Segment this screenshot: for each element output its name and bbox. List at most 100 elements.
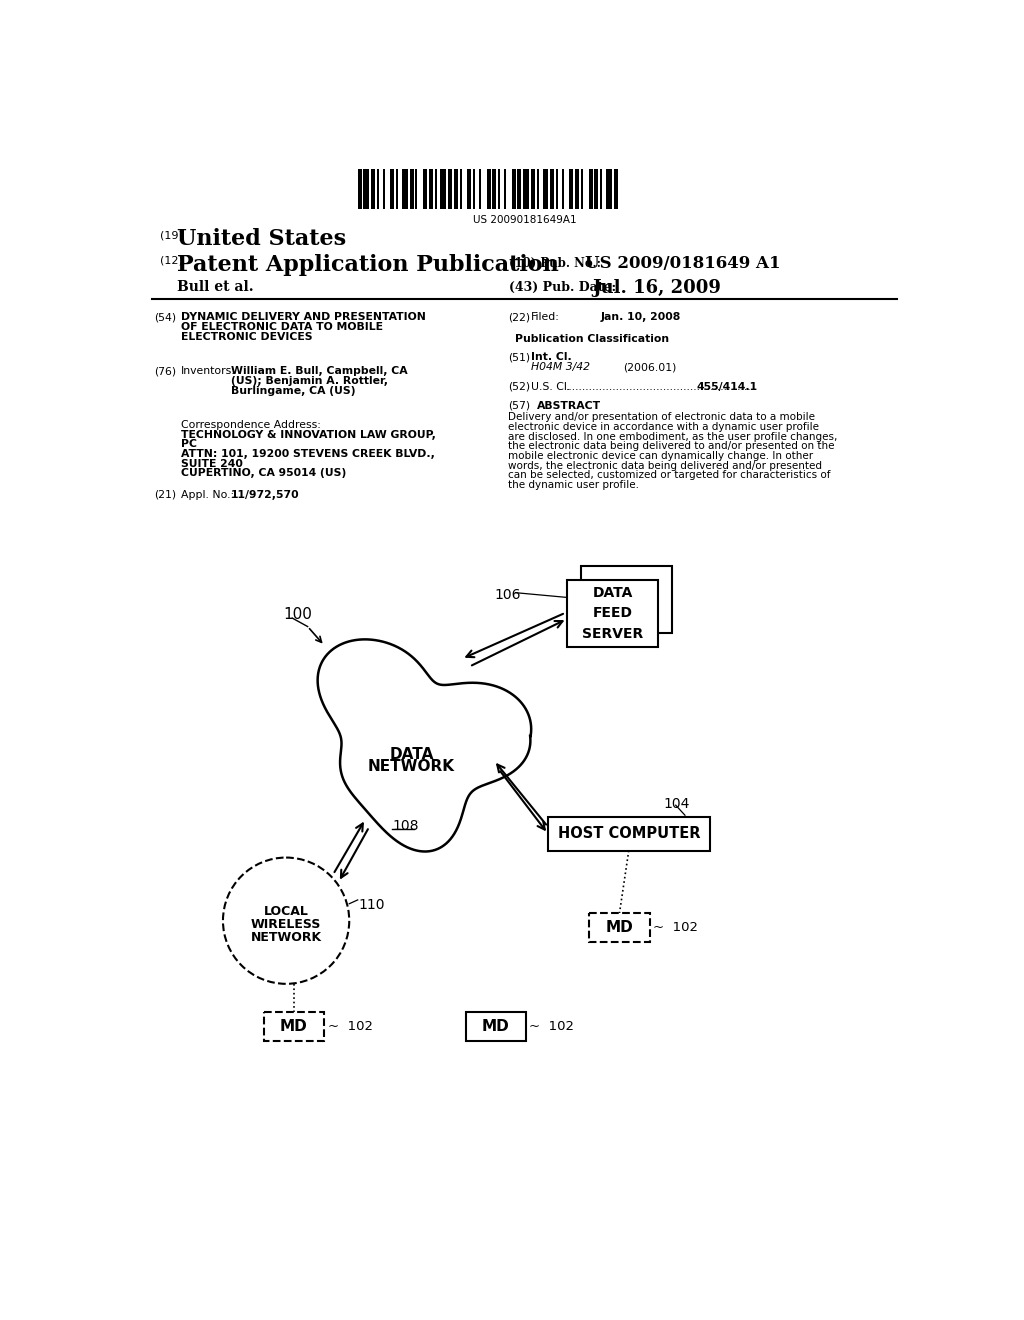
Bar [467, 169, 471, 209]
Bar [575, 169, 580, 209]
Bar [600, 169, 602, 209]
Bar [364, 169, 370, 209]
Text: (43) Pub. Date:: (43) Pub. Date: [509, 281, 616, 294]
Text: U.S. Cl.: U.S. Cl. [531, 381, 570, 392]
Text: can be selected, customized or targeted for characteristics of: can be selected, customized or targeted … [508, 470, 830, 480]
Text: WIRELESS: WIRELESS [251, 917, 322, 931]
Bar [543, 169, 548, 209]
Bar [410, 169, 414, 209]
Bar [435, 169, 436, 209]
Text: mobile electronic device can dynamically change. In other: mobile electronic device can dynamically… [508, 451, 813, 461]
Bar [531, 169, 535, 209]
Text: Int. Cl.: Int. Cl. [531, 352, 571, 363]
Text: (51): (51) [508, 352, 530, 363]
Text: (10) Pub. No.:: (10) Pub. No.: [509, 257, 601, 271]
Text: Delivery and/or presentation of electronic data to a mobile: Delivery and/or presentation of electron… [508, 412, 815, 422]
Text: MD: MD [481, 1019, 509, 1034]
Bar [454, 169, 458, 209]
Text: H04M 3/42: H04M 3/42 [531, 362, 590, 372]
Text: 455/414.1: 455/414.1 [696, 381, 758, 392]
Text: (2006.01): (2006.01) [624, 362, 677, 372]
Text: William E. Bull, Campbell, CA: William E. Bull, Campbell, CA [230, 367, 408, 376]
Text: PC: PC [180, 440, 197, 449]
Text: DATA
FEED
SERVER: DATA FEED SERVER [582, 586, 643, 642]
Bar [383, 169, 385, 209]
Bar [504, 169, 506, 209]
Text: 108: 108 [392, 818, 419, 833]
Text: (US); Benjamin A. Rottler,: (US); Benjamin A. Rottler, [230, 376, 388, 385]
Text: Jan. 10, 2008: Jan. 10, 2008 [600, 313, 681, 322]
Bar [390, 169, 394, 209]
Text: (21): (21) [154, 490, 176, 499]
Text: NETWORK: NETWORK [251, 931, 322, 944]
Text: Appl. No.:: Appl. No.: [180, 490, 233, 499]
Bar [493, 169, 497, 209]
Text: 100: 100 [283, 607, 312, 622]
Bar [402, 169, 408, 209]
Text: Patent Application Publication: Patent Application Publication [177, 253, 558, 276]
Text: electronic device in accordance with a dynamic user profile: electronic device in accordance with a d… [508, 422, 819, 432]
Bar [537, 169, 539, 209]
Text: the electronic data being delivered to and/or presented on the: the electronic data being delivered to a… [508, 441, 835, 451]
Bar [486, 169, 490, 209]
Bar [548, 817, 710, 850]
Bar [423, 169, 427, 209]
Text: 106: 106 [494, 589, 520, 602]
Text: (52): (52) [508, 381, 530, 392]
Bar [371, 169, 375, 209]
Text: LOCAL: LOCAL [263, 906, 308, 917]
Text: ........................................................: ........................................… [565, 381, 755, 392]
Text: NETWORK: NETWORK [368, 759, 455, 774]
Text: Correspondence Address:: Correspondence Address: [180, 420, 321, 430]
Text: Inventors:: Inventors: [180, 367, 236, 376]
Text: ATTN: 101, 19200 STEVENS CREEK BLVD.,: ATTN: 101, 19200 STEVENS CREEK BLVD., [180, 449, 434, 459]
Text: DATA: DATA [389, 747, 434, 763]
Text: (22): (22) [508, 313, 530, 322]
Text: words, the electronic data being delivered and/or presented: words, the electronic data being deliver… [508, 461, 822, 471]
Bar [473, 169, 475, 209]
Text: 104: 104 [664, 797, 690, 812]
Text: US 2009/0181649 A1: US 2009/0181649 A1 [585, 255, 780, 272]
Bar [613, 169, 617, 209]
Bar [466, 1011, 525, 1040]
Text: ELECTRONIC DEVICES: ELECTRONIC DEVICES [180, 331, 312, 342]
Bar [429, 169, 433, 209]
Bar [264, 1011, 324, 1040]
Bar [581, 566, 672, 634]
Bar [550, 169, 554, 209]
Text: ~  102: ~ 102 [529, 1019, 574, 1032]
Bar [499, 169, 500, 209]
Bar [517, 169, 521, 209]
Text: 110: 110 [358, 898, 385, 912]
Bar [567, 579, 658, 647]
Text: OF ELECTRONIC DATA TO MOBILE: OF ELECTRONIC DATA TO MOBILE [180, 322, 383, 333]
Text: (12): (12) [160, 256, 182, 265]
Text: 11/972,570: 11/972,570 [230, 490, 299, 499]
Text: MD: MD [280, 1019, 307, 1034]
Bar [479, 169, 481, 209]
Text: Bull et al.: Bull et al. [177, 280, 253, 294]
Bar [556, 169, 558, 209]
Text: CUPERTINO, CA 95014 (US): CUPERTINO, CA 95014 (US) [180, 469, 346, 478]
Text: (54): (54) [154, 313, 176, 322]
Text: United States: United States [177, 228, 346, 251]
Text: DYNAMIC DELIVERY AND PRESENTATION: DYNAMIC DELIVERY AND PRESENTATION [180, 313, 426, 322]
Text: US 20090181649A1: US 20090181649A1 [473, 215, 577, 226]
Bar [562, 169, 563, 209]
Text: SUITE 240: SUITE 240 [180, 459, 243, 469]
Bar [581, 169, 583, 209]
Text: Burlingame, CA (US): Burlingame, CA (US) [230, 385, 355, 396]
Text: Jul. 16, 2009: Jul. 16, 2009 [593, 279, 722, 297]
Bar [512, 169, 515, 209]
Text: the dynamic user profile.: the dynamic user profile. [508, 480, 639, 490]
Bar [590, 913, 649, 942]
Text: ~  102: ~ 102 [328, 1019, 373, 1032]
Bar [523, 169, 529, 209]
Bar [460, 169, 462, 209]
Text: are disclosed. In one embodiment, as the user profile changes,: are disclosed. In one embodiment, as the… [508, 432, 838, 442]
Bar [396, 169, 398, 209]
Bar [606, 169, 611, 209]
Text: MD: MD [605, 920, 634, 935]
Text: Publication Classification: Publication Classification [515, 334, 670, 345]
Text: ~  102: ~ 102 [653, 921, 698, 935]
